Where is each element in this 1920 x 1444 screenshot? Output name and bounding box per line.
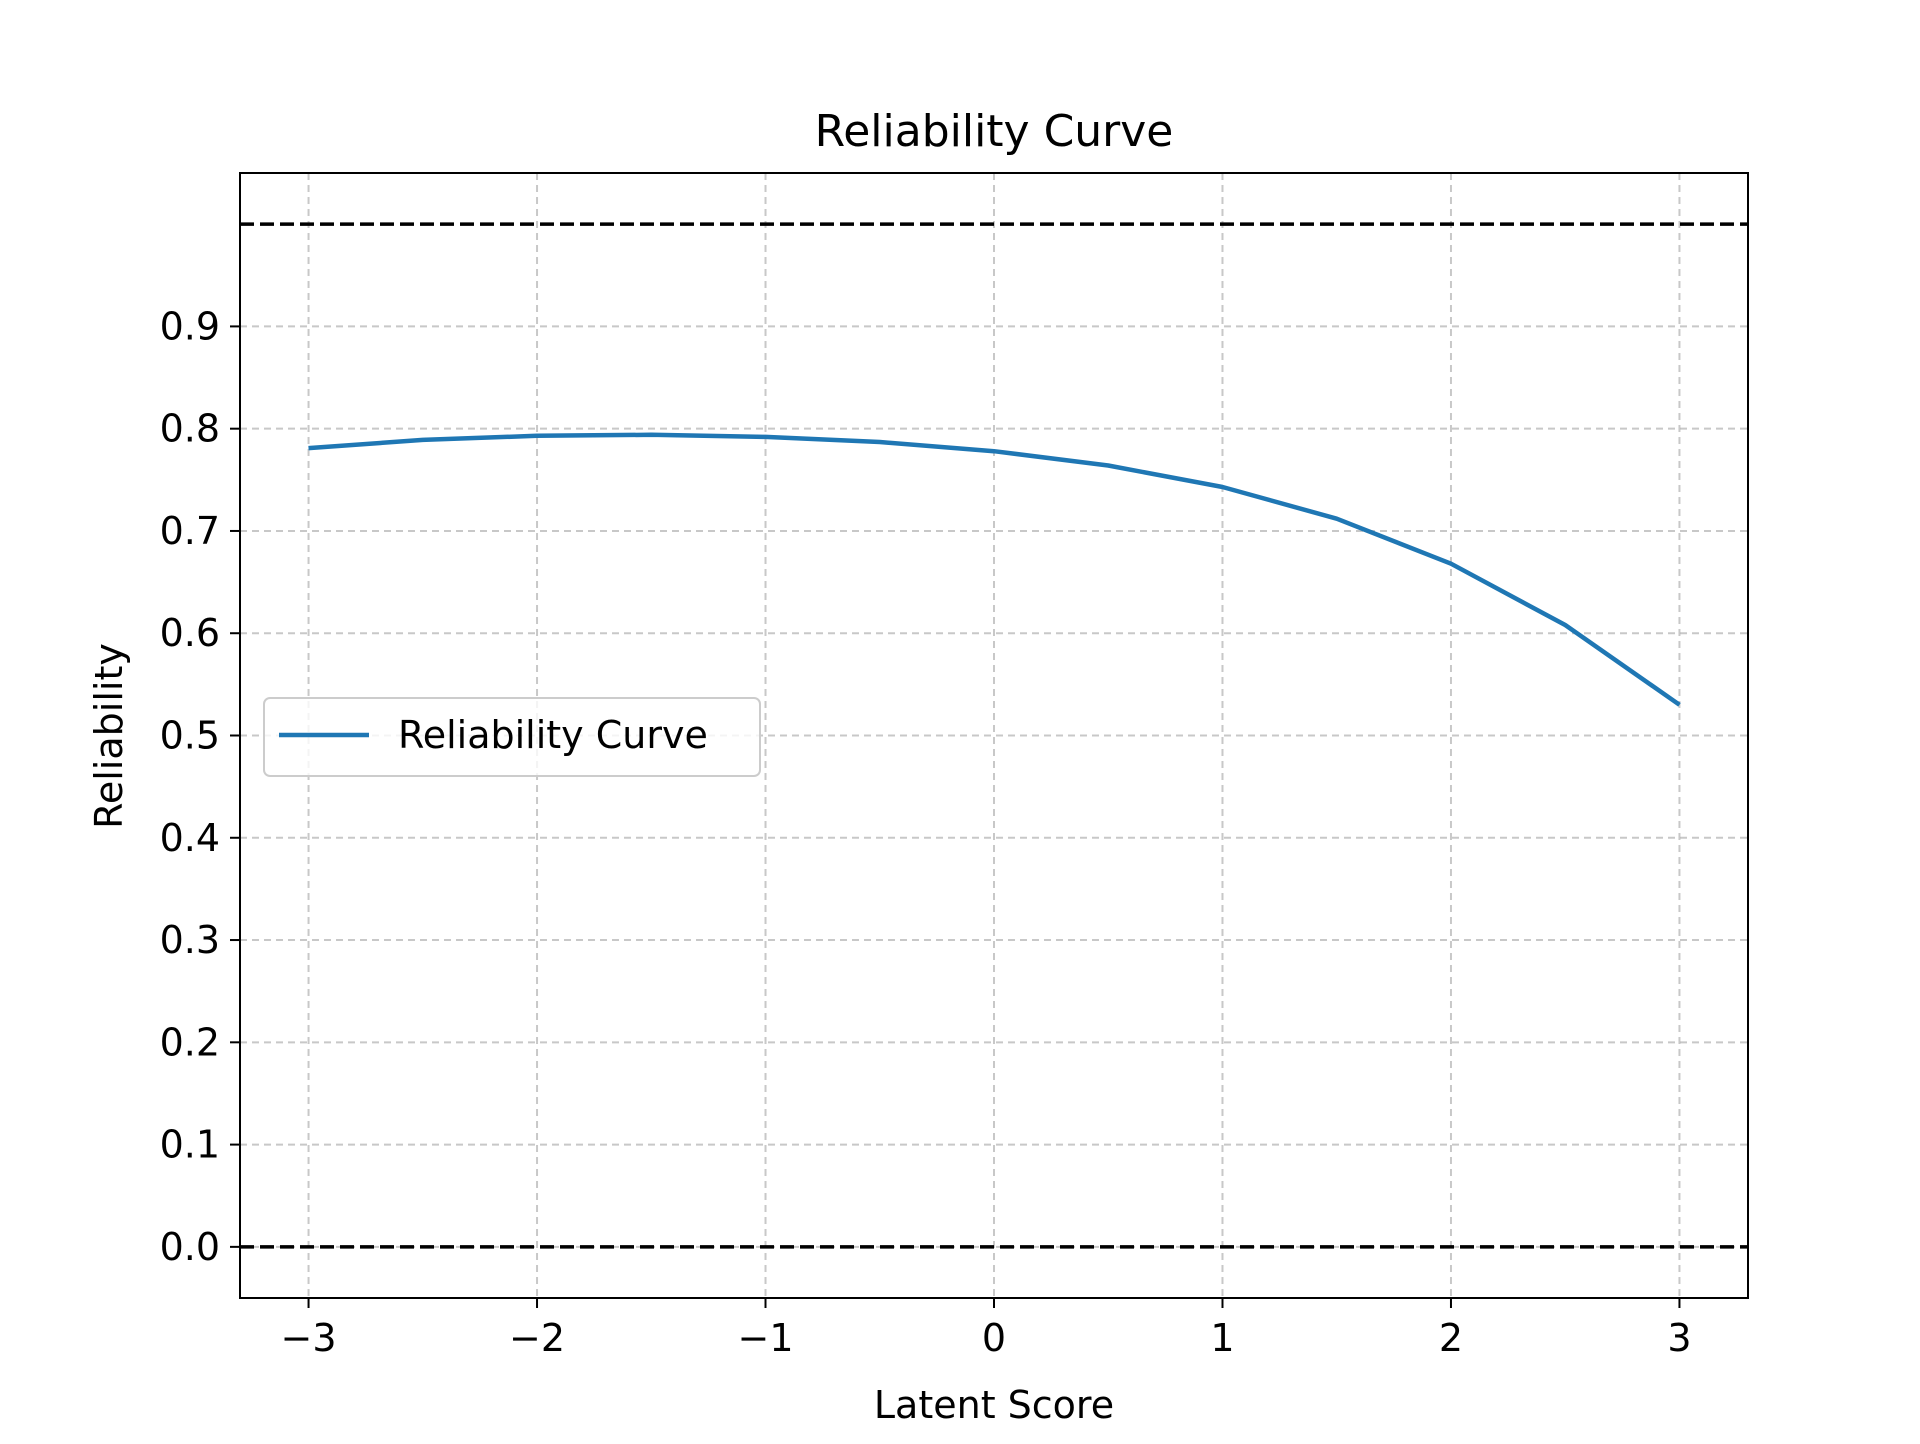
x-tick-label: 3 bbox=[1667, 1316, 1691, 1360]
reference-lines bbox=[240, 222, 1748, 1249]
y-tick-label: 0.3 bbox=[160, 918, 220, 962]
x-axis-label: Latent Score bbox=[874, 1383, 1114, 1427]
x-tick-label: −3 bbox=[281, 1316, 337, 1360]
x-tick-label: 0 bbox=[982, 1316, 1006, 1360]
grid-layer bbox=[240, 173, 1748, 1298]
y-tick-label: 0.1 bbox=[160, 1123, 220, 1167]
y-tick-label: 0.5 bbox=[160, 714, 220, 758]
y-tick-label: 0.7 bbox=[160, 509, 220, 553]
y-tick-label: 0.2 bbox=[160, 1020, 220, 1064]
y-tick-label: 0.4 bbox=[160, 816, 220, 860]
series-line bbox=[308, 432, 1681, 707]
x-tick-label: 1 bbox=[1210, 1316, 1234, 1360]
y-tick-label: 0.0 bbox=[160, 1225, 220, 1269]
x-tick-label: −2 bbox=[509, 1316, 565, 1360]
chart-title: Reliability Curve bbox=[815, 106, 1174, 157]
series-layer bbox=[308, 432, 1681, 707]
y-tick-label: 0.8 bbox=[160, 407, 220, 451]
y-axis-label: Reliability bbox=[87, 643, 131, 829]
legend-box bbox=[263, 697, 761, 777]
x-tick-label: −1 bbox=[737, 1316, 793, 1360]
legend-label: Reliability Curve bbox=[398, 713, 708, 757]
x-tick-label: 2 bbox=[1439, 1316, 1463, 1360]
y-tick-label: 0.6 bbox=[160, 611, 220, 655]
y-tick-label: 0.9 bbox=[160, 304, 220, 348]
tick-layer: −3 −2 −1 0 1 2 3 0.0 0.1 0.2 0.3 0.4 0.5 0.6 0.7 0.8 0.9 bbox=[160, 304, 1692, 1360]
legend: Reliability Curve bbox=[263, 697, 761, 777]
